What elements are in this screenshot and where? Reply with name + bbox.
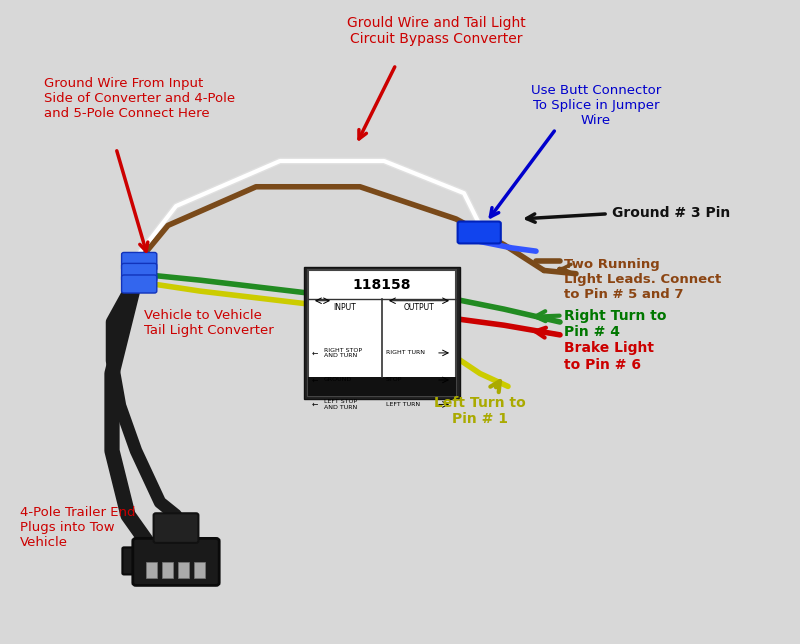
FancyBboxPatch shape [133, 538, 219, 585]
Text: RIGHT TURN: RIGHT TURN [386, 350, 425, 355]
Text: ←: ← [312, 348, 318, 357]
FancyBboxPatch shape [458, 222, 501, 243]
Text: OUTPUT: OUTPUT [404, 303, 434, 312]
Text: LEFT TURN: LEFT TURN [386, 402, 420, 407]
Bar [146, 562, 157, 578]
Text: GROUND: GROUND [324, 377, 352, 383]
FancyBboxPatch shape [122, 252, 157, 270]
FancyBboxPatch shape [122, 263, 157, 281]
Text: Vehicle to Vehicle
Tail Light Converter: Vehicle to Vehicle Tail Light Converter [144, 309, 274, 337]
Text: Right Turn to
Pin # 4: Right Turn to Pin # 4 [564, 309, 666, 339]
FancyBboxPatch shape [308, 270, 456, 396]
Text: 4-Pole Trailer End
Plugs into Tow
Vehicle: 4-Pole Trailer End Plugs into Tow Vehicl… [20, 506, 135, 549]
Text: Grould Wire and Tail Light
Circuit Bypass Converter: Grould Wire and Tail Light Circuit Bypas… [346, 16, 526, 46]
Text: ←: ← [312, 400, 318, 409]
Text: Ground # 3 Pin: Ground # 3 Pin [612, 205, 730, 220]
FancyBboxPatch shape [304, 267, 460, 399]
Bar [162, 562, 173, 578]
Bar [194, 562, 205, 578]
FancyBboxPatch shape [154, 513, 198, 543]
Text: Ground Wire From Input
Side of Converter and 4-Pole
and 5-Pole Connect Here: Ground Wire From Input Side of Converter… [44, 77, 235, 120]
Bar [178, 562, 189, 578]
FancyBboxPatch shape [122, 547, 140, 574]
Text: ←: ← [312, 375, 318, 384]
Text: Brake Light
to Pin # 6: Brake Light to Pin # 6 [564, 341, 654, 372]
Text: 118158: 118158 [353, 278, 411, 292]
Text: STOP: STOP [386, 377, 402, 383]
Text: Two Running
Light Leads. Connect
to Pin # 5 and 7: Two Running Light Leads. Connect to Pin … [564, 258, 722, 301]
Text: LEFT STOP
AND TURN: LEFT STOP AND TURN [324, 399, 358, 410]
Text: INPUT: INPUT [334, 303, 356, 312]
Text: Use Butt Connector
To Splice in Jumper
Wire: Use Butt Connector To Splice in Jumper W… [531, 84, 661, 127]
FancyBboxPatch shape [122, 275, 157, 293]
Text: RIGHT STOP
AND TURN: RIGHT STOP AND TURN [324, 348, 362, 358]
Text: Left Turn to
Pin # 1: Left Turn to Pin # 1 [434, 396, 526, 426]
Bar [308, 377, 456, 396]
